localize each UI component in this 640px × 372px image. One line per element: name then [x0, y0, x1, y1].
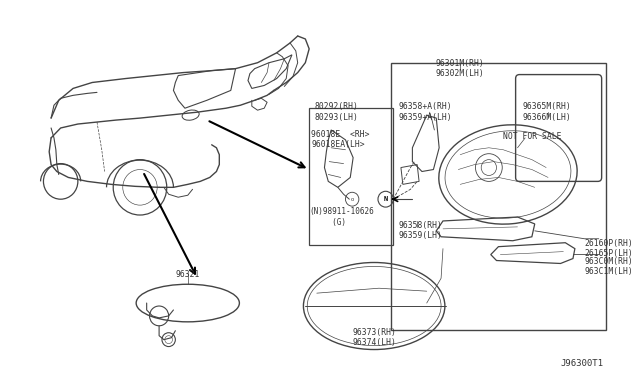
Text: 96018E  <RH>
96018EA(LH>: 96018E <RH> 96018EA(LH> [311, 130, 369, 150]
Text: NOT FOR SALE: NOT FOR SALE [503, 132, 562, 141]
Text: 96365M(RH)
96366M(LH): 96365M(RH) 96366M(LH) [522, 102, 571, 122]
Bar [309, 108, 393, 245]
Text: 96373(RH)
96374(LH): 96373(RH) 96374(LH) [352, 328, 396, 347]
Bar [392, 63, 607, 330]
Text: 96358+A(RH)
96359+A(LH): 96358+A(RH) 96359+A(LH) [398, 102, 452, 122]
Text: (N)98911-10626
     (G): (N)98911-10626 (G) [309, 207, 374, 227]
Text: 963C0M(RH)
963C1M(LH): 963C0M(RH) 963C1M(LH) [584, 257, 633, 276]
Text: 80292(RH)
80293(LH): 80292(RH) 80293(LH) [315, 102, 359, 122]
Text: 96321: 96321 [175, 270, 200, 279]
Text: o: o [351, 197, 354, 202]
Text: 96301M(RH)
96302M(LH): 96301M(RH) 96302M(LH) [436, 59, 484, 78]
Text: J96300T1: J96300T1 [561, 359, 604, 368]
Text: 96358(RH)
96359(LH): 96358(RH) 96359(LH) [398, 221, 442, 240]
Text: 26160P(RH)
26165P(LH): 26160P(RH) 26165P(LH) [584, 239, 633, 258]
Text: N: N [383, 196, 388, 202]
